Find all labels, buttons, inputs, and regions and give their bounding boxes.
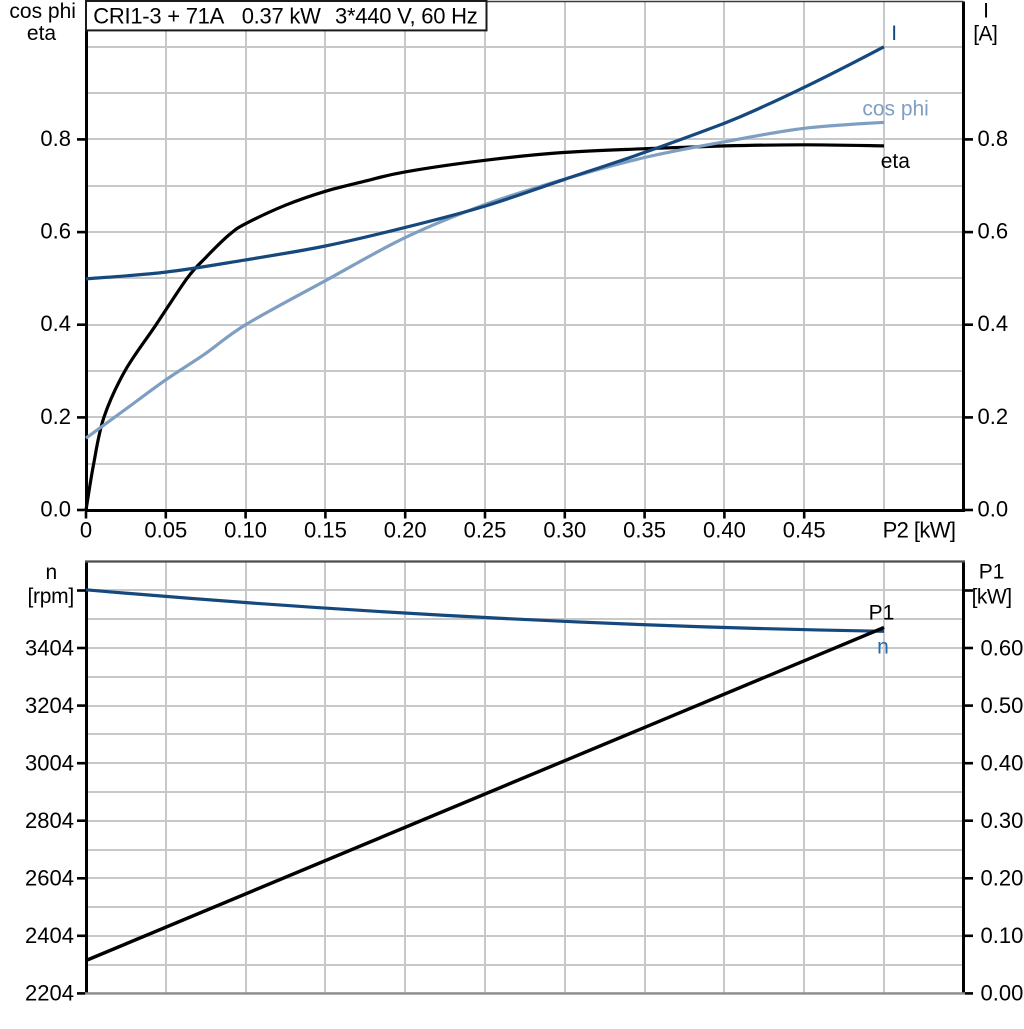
svg-text:0.2: 0.2	[40, 404, 71, 429]
svg-text:2604: 2604	[25, 866, 74, 891]
svg-text:0.4: 0.4	[978, 311, 1009, 336]
svg-text:0.37 kW: 0.37 kW	[242, 3, 321, 28]
svg-text:P2 [kW]: P2 [kW]	[883, 518, 956, 543]
svg-text:0.0: 0.0	[978, 497, 1009, 522]
svg-text:P1: P1	[979, 561, 1005, 584]
svg-text:0.6: 0.6	[978, 219, 1009, 244]
svg-text:0.2: 0.2	[978, 404, 1009, 429]
svg-text:eta: eta	[881, 150, 911, 173]
svg-text:I: I	[891, 22, 897, 45]
svg-text:0.8: 0.8	[40, 126, 71, 151]
svg-text:3404: 3404	[25, 635, 74, 660]
svg-text:[A]: [A]	[973, 22, 997, 45]
svg-text:[kW]: [kW]	[972, 586, 1012, 609]
svg-text:0.05: 0.05	[144, 518, 187, 543]
svg-text:2404: 2404	[25, 923, 74, 948]
svg-text:P1: P1	[869, 601, 895, 624]
svg-text:CRI1-3 + 71A: CRI1-3 + 71A	[93, 3, 224, 28]
svg-text:0.10: 0.10	[981, 923, 1024, 948]
svg-text:0.15: 0.15	[304, 518, 347, 543]
svg-text:0: 0	[80, 518, 92, 543]
svg-text:0.20: 0.20	[384, 518, 427, 543]
svg-text:0.35: 0.35	[623, 518, 666, 543]
svg-text:0.30: 0.30	[981, 808, 1024, 833]
svg-text:3204: 3204	[25, 693, 74, 718]
svg-text:0.0: 0.0	[40, 497, 71, 522]
svg-text:3004: 3004	[25, 751, 74, 776]
svg-text:eta: eta	[27, 22, 57, 45]
svg-text:0.4: 0.4	[40, 311, 71, 336]
svg-text:cos phi: cos phi	[862, 98, 929, 121]
svg-text:cos phi: cos phi	[9, 0, 76, 23]
svg-text:0.30: 0.30	[543, 518, 586, 543]
svg-text:0.6: 0.6	[40, 219, 71, 244]
svg-text:0.25: 0.25	[464, 518, 507, 543]
svg-text:I: I	[983, 0, 989, 23]
svg-text:3*440 V, 60 Hz: 3*440 V, 60 Hz	[335, 3, 477, 28]
svg-text:0.40: 0.40	[981, 751, 1024, 776]
svg-text:[rpm]: [rpm]	[28, 585, 74, 608]
svg-text:n: n	[45, 561, 57, 584]
svg-text:0.50: 0.50	[981, 693, 1024, 718]
svg-text:2204: 2204	[25, 981, 74, 1006]
svg-text:0.00: 0.00	[981, 981, 1024, 1006]
svg-text:0.40: 0.40	[703, 518, 746, 543]
svg-text:0.60: 0.60	[981, 635, 1024, 660]
svg-text:0.45: 0.45	[783, 518, 826, 543]
svg-text:2804: 2804	[25, 808, 74, 833]
svg-text:0.20: 0.20	[981, 866, 1024, 891]
svg-text:0.10: 0.10	[224, 518, 267, 543]
svg-text:0.8: 0.8	[978, 126, 1009, 151]
svg-text:n: n	[877, 636, 889, 659]
